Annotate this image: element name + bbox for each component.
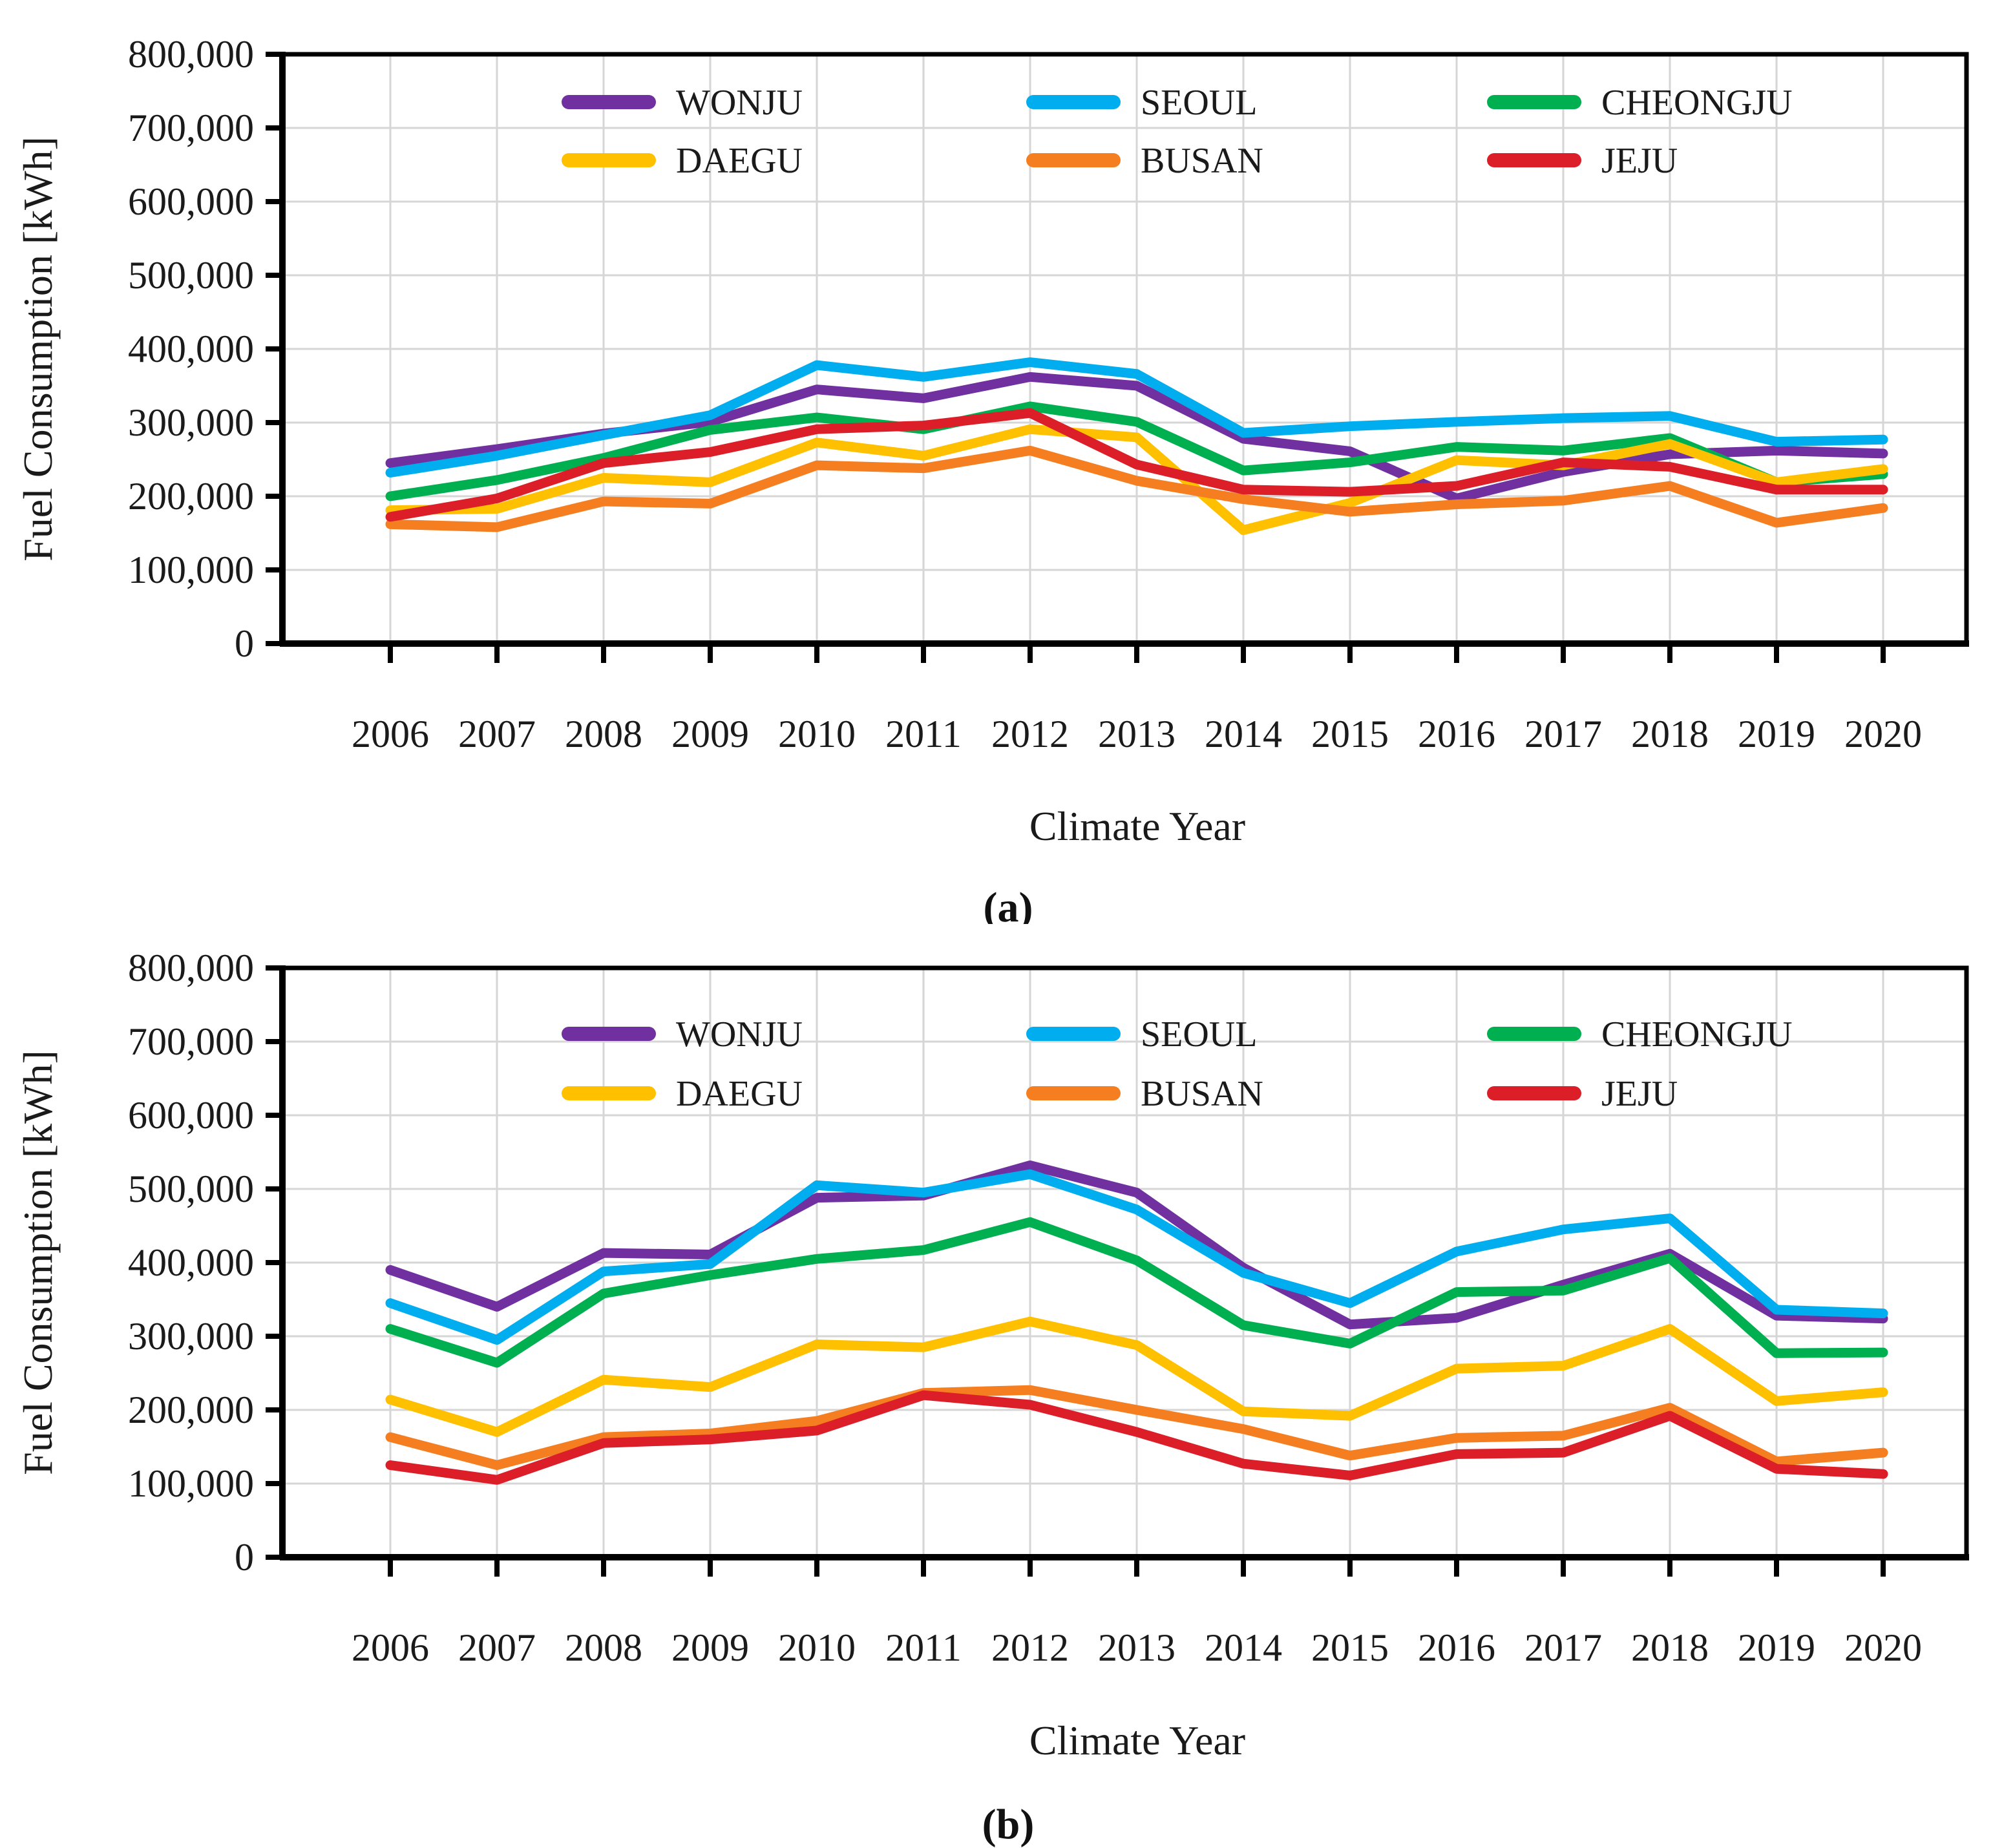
x-tick-label: 2012 (991, 1626, 1069, 1669)
legend-label-cheongju: CHEONGJU (1601, 83, 1793, 123)
y-tick-label: 700,000 (128, 107, 254, 149)
x-tick-label: 2018 (1631, 713, 1709, 755)
x-tick-label: 2007 (458, 713, 536, 755)
legend-label-cheongju: CHEONGJU (1601, 1014, 1793, 1055)
y-tick-label: 700,000 (128, 1020, 254, 1063)
x-tick-label: 2008 (565, 713, 642, 755)
x-axis-title: Climate Year (1029, 1717, 1245, 1763)
line-chart-panel-a: 0 100,000 200,000 300,000 400,000 500,000 600,… (15, 33, 1969, 924)
x-tick-label: 2015 (1311, 713, 1389, 755)
x-tick-label: 2009 (671, 1626, 749, 1669)
x-tick-label: 2017 (1524, 1626, 1602, 1669)
y-tick-label: 300,000 (128, 401, 254, 444)
y-tick-label: 800,000 (128, 33, 254, 76)
x-tick-label: 2015 (1311, 1626, 1389, 1669)
x-tick-label: 2006 (352, 713, 429, 755)
series-line-busan (385, 1385, 1888, 1470)
x-tick-label: 2017 (1524, 713, 1602, 755)
chart-a-plot: 0 100,000 200,000 300,000 400,000 500,000 600,… (128, 33, 1969, 755)
chart-b-plot: 0 100,000 200,000 300,000 400,000 500,000 600,… (128, 947, 1969, 1669)
series-line-daegu (385, 424, 1888, 535)
series-line-cheongju (385, 401, 1888, 501)
x-tick-label: 2010 (778, 1626, 856, 1669)
y-tick-label: 200,000 (128, 1389, 254, 1431)
legend-label-seoul: SEOUL (1141, 83, 1257, 123)
x-tick-label: 2018 (1631, 1626, 1709, 1669)
series-line-seoul (385, 357, 1888, 478)
x-tick-label: 2010 (778, 713, 856, 755)
legend-label-busan: BUSAN (1141, 1074, 1263, 1114)
legend-label-daegu: DAEGU (676, 1074, 803, 1114)
figure-caption-b: (b) (982, 1801, 1035, 1848)
y-tick-label: 400,000 (128, 328, 254, 370)
y-axis-title: Fuel Consumption [kWh] (15, 136, 61, 562)
x-tick-label: 2019 (1738, 713, 1815, 755)
x-tick-label: 2020 (1844, 1626, 1922, 1669)
series-line-busan (385, 445, 1888, 532)
x-tick-label: 2019 (1738, 1626, 1815, 1669)
y-tick-label: 500,000 (128, 1168, 254, 1210)
x-tick-label: 2014 (1205, 713, 1282, 755)
legend-label-daegu: DAEGU (676, 141, 803, 181)
y-axis-title: Fuel Consumption [kWh] (15, 1050, 61, 1475)
series-line-seoul (385, 1169, 1888, 1345)
x-tick-label: 2014 (1205, 1626, 1282, 1669)
line-chart-panel-b: 0 100,000 200,000 300,000 400,000 500,000 600,… (15, 947, 1969, 1848)
x-tick-label: 2013 (1098, 713, 1176, 755)
y-tick-label: 600,000 (128, 180, 254, 223)
x-tick-label: 2011 (885, 1626, 962, 1669)
legend-label-jeju: JEJU (1601, 141, 1678, 181)
legend-label-busan: BUSAN (1141, 141, 1263, 181)
legend-label-jeju: JEJU (1601, 1074, 1678, 1114)
series-line-jeju (385, 1390, 1888, 1485)
series-line-jeju (385, 408, 1888, 522)
y-tick-label: 500,000 (128, 254, 254, 297)
x-tick-label: 2016 (1418, 713, 1495, 755)
legend-label-seoul: SEOUL (1141, 1014, 1257, 1055)
legend-label-wonju: WONJU (676, 83, 803, 123)
series-line-cheongju (385, 1217, 1888, 1368)
x-tick-label: 2006 (352, 1626, 429, 1669)
x-axis-title: Climate Year (1029, 803, 1245, 849)
y-tick-label: 400,000 (128, 1241, 254, 1284)
y-tick-label: 800,000 (128, 947, 254, 989)
y-tick-label: 300,000 (128, 1315, 254, 1358)
x-tick-label: 2020 (1844, 713, 1922, 755)
series-line-daegu (385, 1316, 1888, 1437)
legend-label-wonju: WONJU (676, 1014, 803, 1055)
x-tick-label: 2007 (458, 1626, 536, 1669)
y-tick-label: 0 (235, 1536, 254, 1579)
figure-caption-a: (a) (984, 884, 1033, 924)
x-tick-label: 2011 (885, 713, 962, 755)
y-tick-label: 0 (235, 622, 254, 665)
y-tick-label: 100,000 (128, 1462, 254, 1505)
y-tick-label: 200,000 (128, 475, 254, 518)
y-tick-label: 100,000 (128, 549, 254, 591)
x-tick-label: 2013 (1098, 1626, 1176, 1669)
x-tick-label: 2009 (671, 713, 749, 755)
y-tick-label: 600,000 (128, 1094, 254, 1137)
x-tick-label: 2016 (1418, 1626, 1495, 1669)
x-tick-label: 2008 (565, 1626, 642, 1669)
x-tick-label: 2012 (991, 713, 1069, 755)
